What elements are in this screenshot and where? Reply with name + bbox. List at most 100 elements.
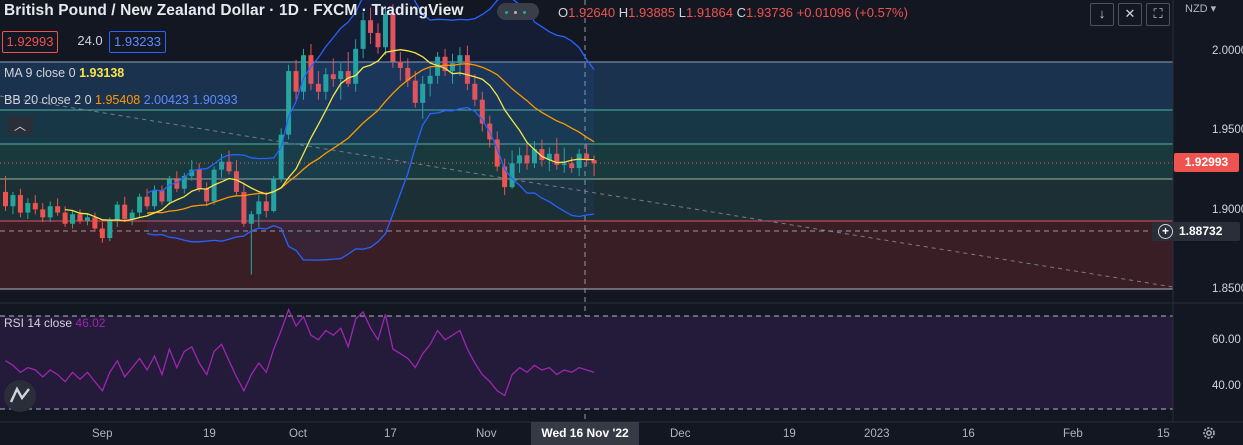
candle-body [368, 20, 374, 33]
candle-body [32, 203, 38, 210]
ohlc-l-label: L [678, 5, 686, 20]
ma-label: MA 9 close 0 [4, 66, 76, 80]
ohlc-o-label: O [558, 5, 569, 20]
candle-body [397, 61, 403, 68]
crosshair-price: 1.88732 [1179, 224, 1223, 238]
candle-body [450, 63, 455, 72]
ma-value: 1.93138 [79, 66, 125, 80]
candle-body [25, 203, 31, 213]
candle-body [569, 163, 575, 169]
rsi-axis-label: 40.00 [1212, 380, 1241, 392]
candle-body [159, 190, 165, 202]
bb-legend[interactable]: BB 20 close 2 0 1.95408 2.00423 1.90393 [4, 93, 238, 107]
candle-body [233, 171, 239, 192]
crosshair-price-tag[interactable]: +1.88732 [1152, 222, 1240, 241]
candle-body [286, 71, 292, 135]
zone-lower [0, 221, 1173, 289]
candles-layer [3, 4, 597, 275]
candle-body [137, 196, 143, 213]
time-label: 2023 [864, 428, 890, 440]
maximize-button[interactable]: ⛶ [1146, 3, 1170, 26]
chevron-up-icon: ︿ [13, 119, 26, 133]
candle-body [174, 179, 180, 189]
candle-body [576, 153, 582, 169]
ohlc-high: 1.93885 [628, 5, 676, 20]
candle-body [129, 212, 135, 219]
zone-mid-upper [0, 110, 1173, 144]
candle-body [77, 214, 83, 221]
candle-body [10, 195, 16, 207]
sell-button[interactable]: 1.92993 [2, 31, 58, 53]
gear-icon[interactable] [1201, 425, 1217, 441]
rsi-legend[interactable]: RSI 14 close 46.02 [4, 316, 105, 330]
rsi-line [5, 307, 595, 397]
expand-button[interactable]: ✕ [1118, 3, 1142, 26]
candle-body [99, 228, 105, 239]
arrow-down-icon: ↓ [1098, 6, 1106, 21]
rsi-pane-bg [0, 316, 1173, 409]
candle-body [248, 214, 254, 224]
candle-body [315, 83, 321, 92]
candle-body [144, 196, 150, 207]
ohlc-close: 1.93736 [746, 5, 794, 20]
candle-body [420, 83, 426, 103]
crosshair-date-tag: Wed 16 Nov '22 [531, 422, 639, 445]
bb-lower: 1.90393 [192, 93, 238, 107]
candle-body [301, 55, 306, 92]
ohlc-open: 1.92640 [568, 5, 616, 20]
candle-body [494, 139, 500, 167]
last-price-tag: 1.92993 [1174, 153, 1239, 172]
ohlc-readout: O1.92640 H1.93885 L1.91864 C1.93736 +0.0… [558, 5, 908, 20]
candle-body [457, 55, 463, 64]
bb-label: BB 20 close 2 0 [4, 93, 92, 107]
ohlc-h-label: H [618, 5, 629, 20]
candle-body [442, 56, 448, 72]
ma-line [65, 49, 595, 222]
rsi-axis-label: 60.00 [1212, 334, 1241, 346]
currency-dropdown[interactable]: NZD ▾ [1185, 3, 1217, 15]
ohlc-change: +0.01096 (+0.57%) [796, 5, 908, 20]
candle-body [546, 153, 552, 161]
rsi-value: 46.02 [75, 316, 106, 330]
time-label: 19 [783, 428, 796, 440]
symbol-title[interactable]: British Pound / New Zealand Dollar · 1D … [4, 2, 464, 19]
buy-button[interactable]: 1.93233 [109, 31, 166, 53]
bb-basis-line [147, 63, 595, 214]
candle-body [382, 13, 388, 48]
bb-fill [147, 0, 595, 261]
candle-body [189, 169, 195, 177]
candle-body [263, 201, 269, 211]
candle-body [472, 83, 478, 100]
tradingview-logo [4, 380, 36, 412]
ma-legend[interactable]: MA 9 close 0 1.93138 [4, 66, 124, 80]
candle-body [114, 204, 120, 221]
down-arrow-button[interactable]: ↓ [1090, 3, 1114, 26]
candle-body [181, 176, 187, 189]
candle-body [47, 206, 53, 218]
ohlc-low: 1.91864 [686, 5, 733, 20]
candle-body [330, 74, 336, 80]
candle-body [152, 190, 157, 207]
candle-body [360, 20, 366, 49]
candle-body [122, 204, 128, 219]
trend-line [0, 95, 1174, 288]
collapse-legend-button[interactable]: ︿ [7, 116, 33, 135]
candle-body [427, 75, 433, 84]
plus-icon[interactable]: + [1158, 224, 1173, 239]
bb-basis: 1.95408 [95, 93, 141, 107]
candle-body [278, 134, 284, 180]
candle-body [412, 80, 418, 103]
candle-body [524, 155, 530, 164]
candle-body [55, 206, 61, 213]
candle-body [107, 220, 113, 239]
time-label: 15 [1157, 428, 1170, 440]
status-dots-icon[interactable] [497, 3, 539, 20]
time-label: Nov [476, 428, 497, 440]
candle-body [323, 74, 329, 92]
price-label: 1.85000 [1212, 283, 1243, 295]
candle-body [502, 166, 508, 188]
maximize-icon: ⛶ [1153, 6, 1163, 21]
candle-body [517, 155, 523, 164]
candle-body [166, 179, 172, 202]
